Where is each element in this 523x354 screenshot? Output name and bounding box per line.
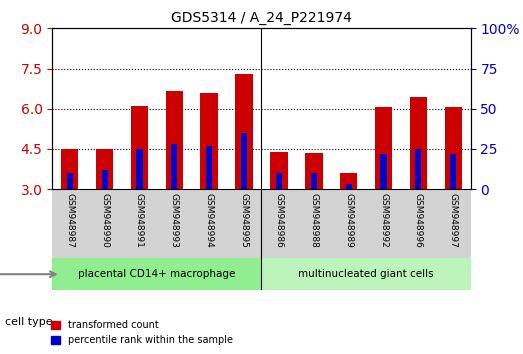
Bar xyxy=(410,97,427,189)
Bar xyxy=(171,144,177,189)
Bar xyxy=(166,91,183,189)
Bar xyxy=(67,173,73,189)
Bar xyxy=(450,154,456,189)
Bar xyxy=(262,258,471,290)
Legend: transformed count, percentile rank within the sample: transformed count, percentile rank withi… xyxy=(47,316,237,349)
Text: GSM948992: GSM948992 xyxy=(379,193,388,247)
Text: GSM948991: GSM948991 xyxy=(135,193,144,247)
Bar xyxy=(206,146,212,189)
Bar xyxy=(241,133,247,189)
Text: GSM948994: GSM948994 xyxy=(204,193,214,247)
Text: GSM948995: GSM948995 xyxy=(240,193,248,247)
Bar xyxy=(346,184,351,189)
Text: GSM948990: GSM948990 xyxy=(100,193,109,247)
Text: GSM948997: GSM948997 xyxy=(449,193,458,247)
Bar xyxy=(311,173,317,189)
Bar xyxy=(200,93,218,189)
Text: multinucleated giant cells: multinucleated giant cells xyxy=(298,269,434,279)
Text: GSM948986: GSM948986 xyxy=(275,193,283,247)
Bar xyxy=(96,149,113,189)
Bar xyxy=(235,74,253,189)
Bar xyxy=(52,258,262,290)
Bar xyxy=(415,149,422,189)
Text: placental CD14+ macrophage: placental CD14+ macrophage xyxy=(78,269,235,279)
Text: GDS5314 / A_24_P221974: GDS5314 / A_24_P221974 xyxy=(171,11,352,25)
Text: GSM948996: GSM948996 xyxy=(414,193,423,247)
Bar xyxy=(101,170,108,189)
Bar xyxy=(137,149,142,189)
Text: cell type: cell type xyxy=(5,317,53,327)
Bar xyxy=(445,107,462,189)
Bar xyxy=(375,107,392,189)
Bar xyxy=(276,173,282,189)
Bar xyxy=(131,106,148,189)
Bar xyxy=(380,154,386,189)
Text: GSM948989: GSM948989 xyxy=(344,193,353,247)
Bar xyxy=(270,152,288,189)
Text: GSM948987: GSM948987 xyxy=(65,193,74,247)
Text: GSM948993: GSM948993 xyxy=(170,193,179,247)
Bar xyxy=(305,153,323,189)
Bar xyxy=(61,149,78,189)
Text: GSM948988: GSM948988 xyxy=(309,193,319,247)
Bar xyxy=(340,173,357,189)
